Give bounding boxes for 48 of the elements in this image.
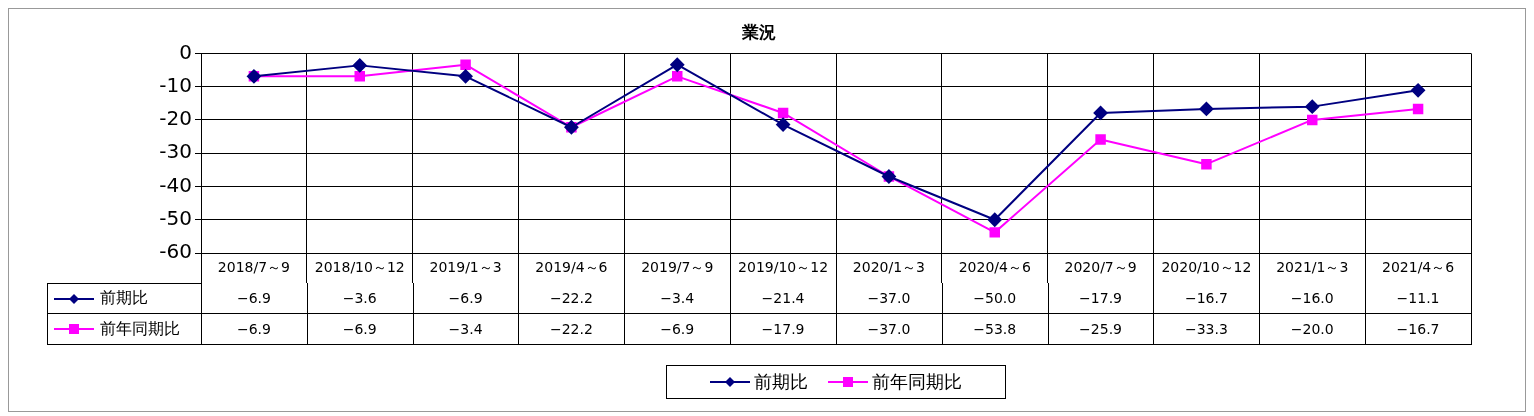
data-label: −22.2	[549, 321, 593, 337]
legend-label: 前年同期比	[100, 318, 180, 340]
y-tick-label: -20	[159, 106, 192, 131]
x-tick-label: 2019/1～3	[429, 259, 502, 276]
y-tick-label: -30	[159, 139, 192, 164]
data-label: −3.4	[448, 321, 483, 337]
data-label: −53.8	[973, 321, 1017, 337]
x-tick-label: 2020/10～12	[1161, 259, 1252, 276]
data-label: −37.0	[867, 290, 911, 306]
x-tick-label: 2020/1～3	[852, 259, 925, 276]
x-tick-label: 2021/4～6	[1382, 259, 1455, 276]
data-label: −16.7	[1184, 290, 1228, 306]
data-label: −17.9	[1079, 290, 1123, 306]
chart-title: 業況	[741, 21, 776, 42]
data-label: −6.9	[236, 321, 271, 337]
data-label: −16.0	[1290, 290, 1334, 306]
data-label: −21.4	[761, 290, 805, 306]
y-tick-label: -60	[159, 239, 192, 264]
data-label: −6.9	[342, 321, 377, 337]
data-label: −6.9	[236, 290, 271, 306]
x-tick-label: 2019/4～6	[535, 259, 608, 276]
text: 前期比	[754, 371, 808, 392]
data-label: −11.1	[1396, 290, 1440, 306]
data-label: −6.9	[660, 321, 695, 337]
x-tick-label: 2019/7～9	[641, 259, 714, 276]
data-label: −50.0	[973, 290, 1017, 306]
y-tick-label: -40	[159, 172, 192, 197]
y-tick-label: -50	[159, 205, 192, 230]
x-tick-label: 2019/10～12	[738, 259, 829, 276]
x-tick-label: 2018/7～9	[217, 259, 290, 276]
data-label: −17.9	[761, 321, 805, 337]
data-label: −3.4	[660, 290, 695, 306]
y-tick-label: -10	[159, 72, 192, 97]
data-label: −20.0	[1290, 321, 1334, 337]
data-label: −37.0	[867, 321, 911, 337]
x-tick-label: 2021/1～3	[1276, 259, 1349, 276]
legend-label: 前期比	[100, 288, 148, 309]
x-tick-label: 2020/7～9	[1064, 259, 1137, 276]
data-label: −22.2	[549, 290, 593, 306]
data-label: −6.9	[448, 290, 483, 306]
x-tick-label: 2020/4～6	[958, 259, 1031, 276]
x-tick-label: 2018/10～12	[314, 259, 405, 276]
y-tick-label: 0	[179, 39, 192, 64]
data-label: −16.7	[1396, 321, 1440, 337]
data-label: −3.6	[342, 290, 377, 306]
data-label: −25.9	[1079, 321, 1123, 337]
data-label: −33.3	[1184, 321, 1228, 337]
text: 前年同期比	[872, 371, 962, 392]
